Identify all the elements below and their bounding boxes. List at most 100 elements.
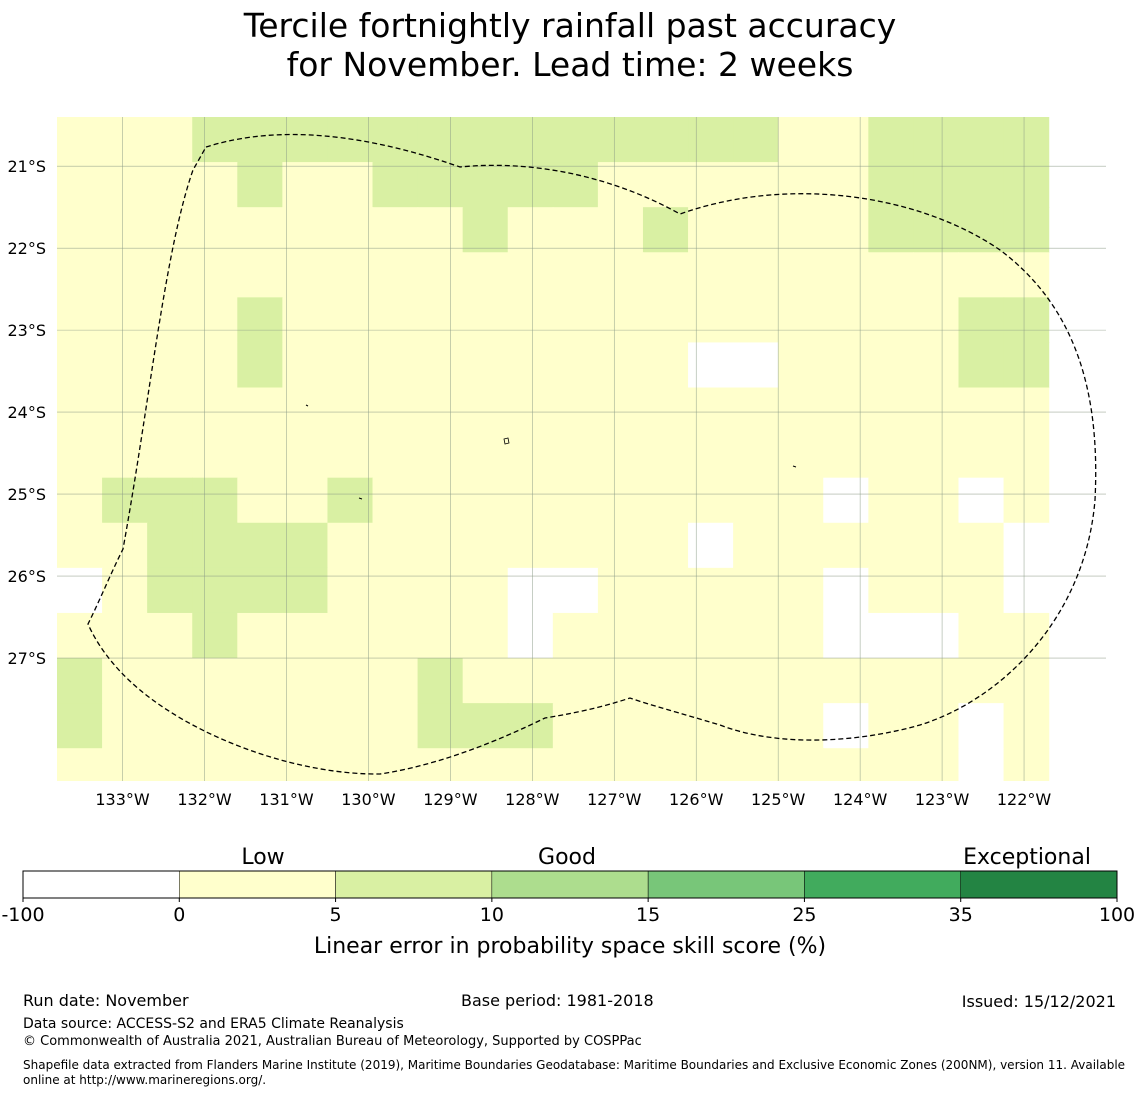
latitude-labels: 21°S 22°S 23°S 24°S 25°S 26°S 27°S [7, 157, 46, 668]
grid-cell [327, 567, 374, 614]
grid-cell [372, 387, 419, 434]
grid-cell [1003, 297, 1050, 344]
grid-cell [192, 252, 238, 298]
longitude-label: 124°W [833, 790, 888, 809]
island-outline [305, 404, 309, 407]
grid-cell [552, 207, 599, 253]
grid-cell [823, 387, 869, 434]
grid-cell [462, 252, 509, 298]
grid-cell [642, 658, 689, 704]
grid-cell [597, 387, 644, 434]
grid-cell [417, 117, 464, 163]
grid-cell [1003, 748, 1050, 781]
grid-cell [597, 522, 644, 569]
grid-cell [462, 432, 509, 479]
grid-cell [733, 432, 779, 479]
grid-cell [823, 207, 869, 253]
grid-cell [327, 522, 374, 569]
grid-cell [642, 162, 689, 208]
grid-cell [868, 703, 915, 749]
grid-cell [823, 748, 869, 781]
grid-cell [147, 658, 193, 704]
issued-date: Issued: 15/12/2021 [961, 992, 1116, 1011]
grid-cell [237, 703, 283, 749]
grid-cell [417, 432, 464, 479]
grid-cell [1003, 658, 1050, 704]
grid-cell [552, 117, 599, 163]
grid-cell [823, 477, 869, 524]
grid-cell [688, 477, 734, 524]
grid-cell [1003, 567, 1050, 614]
map-title: Tercile fortnightly rainfall past accura… [0, 6, 1140, 84]
grid-cell [913, 522, 960, 569]
latitude-label: 26°S [7, 567, 46, 586]
grid-cell [57, 748, 103, 781]
grid-cell [552, 612, 599, 659]
grid-cell [733, 207, 779, 253]
grid-cell [597, 162, 644, 208]
colorbar-heading-good: Good [538, 845, 596, 870]
longitude-label: 126°W [669, 790, 724, 809]
grid-cell [147, 387, 193, 434]
grid-cell [57, 117, 103, 163]
grid-cell [778, 522, 824, 569]
grid-cell [282, 432, 329, 479]
grid-cell [868, 612, 915, 659]
grid-cell [237, 117, 283, 163]
grid-cell [507, 432, 554, 479]
grid-cell [597, 612, 644, 659]
grid-cell [913, 658, 960, 704]
grid-cell [642, 387, 689, 434]
grid-cell [102, 297, 148, 344]
longitude-label: 131°W [259, 790, 314, 809]
latitude-label: 23°S [7, 321, 46, 340]
grid-cell [597, 477, 644, 524]
grid-cell [552, 432, 599, 479]
grid-cell [237, 342, 283, 389]
grid-cell [327, 342, 374, 389]
grid-cell [778, 297, 824, 344]
grid-cell [733, 387, 779, 434]
grid-cell [597, 252, 644, 298]
grid-cell [642, 297, 689, 344]
grid-cell [282, 703, 329, 749]
grid-cell [192, 658, 238, 704]
longitude-label: 127°W [587, 790, 642, 809]
grid-cell [823, 117, 869, 163]
grid-cell [192, 387, 238, 434]
grid-cell [688, 252, 734, 298]
grid-cell [597, 703, 644, 749]
colorbar-ticks: -100 0 5 10 15 25 35 100 [1, 898, 1135, 926]
colorbar-tick-label: 100 [1099, 904, 1135, 926]
island-outline [792, 465, 797, 468]
grid-cell [1003, 522, 1050, 569]
grid-cell [823, 567, 869, 614]
latitude-label: 24°S [7, 403, 46, 422]
grid-cell [372, 162, 419, 208]
grid-cell [868, 432, 915, 479]
longitude-label: 129°W [423, 790, 478, 809]
grid-cell [327, 297, 374, 344]
grid-cell [688, 387, 734, 434]
grid-cell [192, 522, 238, 569]
run-date: Run date: November [23, 991, 189, 1010]
grid-cell [417, 477, 464, 524]
grid-cell [192, 612, 238, 659]
grid-cell [192, 342, 238, 389]
grid-cell [147, 522, 193, 569]
grid-cell [597, 297, 644, 344]
longitude-label: 125°W [751, 790, 806, 809]
grid-cell [102, 207, 148, 253]
colorbar-tick-label: 15 [636, 904, 660, 926]
grid-cell [1003, 387, 1050, 434]
grid-cell [868, 387, 915, 434]
grid-cell [958, 477, 1005, 524]
grid-cell [57, 342, 103, 389]
grid-cell [57, 477, 103, 524]
grid-cell [913, 703, 960, 749]
grid-cell [372, 658, 419, 704]
grid-cell [597, 567, 644, 614]
grid-cell [1003, 117, 1050, 163]
grid-cell [913, 117, 960, 163]
grid-cell [688, 342, 734, 389]
